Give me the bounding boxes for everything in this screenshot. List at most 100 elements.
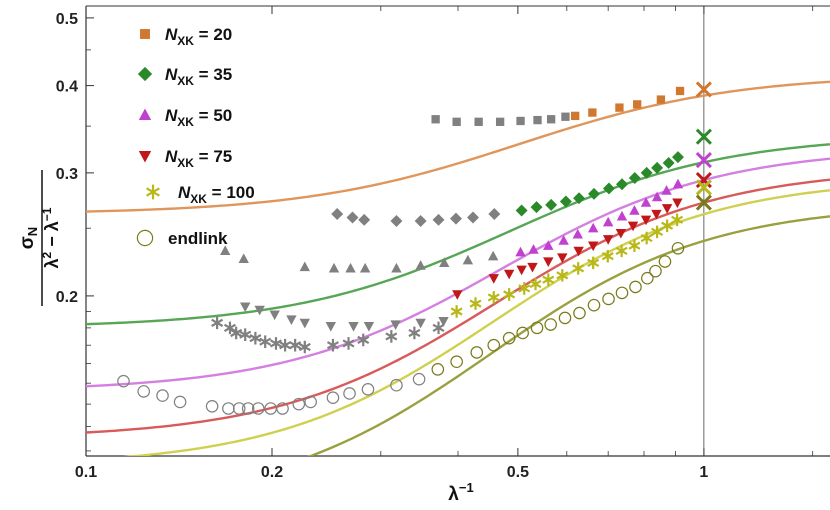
- data-point: [640, 197, 652, 207]
- legend-marker: [146, 184, 160, 200]
- data-point: [602, 235, 614, 245]
- data-point-gray: [156, 389, 169, 402]
- data-point-gray: [205, 400, 219, 413]
- legend-label: NXK = 20: [165, 25, 232, 48]
- series-0-points: [431, 81, 712, 126]
- data-point-gray: [408, 326, 421, 340]
- data-point: [661, 204, 673, 214]
- data-point: [675, 86, 685, 96]
- legend-entry-2: NXK = 50: [138, 106, 232, 129]
- data-point-gray: [241, 402, 255, 415]
- data-point: [487, 338, 501, 352]
- y-tick-label: 0.3: [56, 166, 78, 183]
- end-point-x: [695, 179, 712, 196]
- data-point: [487, 291, 500, 304]
- fit-curve-5: [307, 215, 830, 456]
- data-point: [627, 221, 639, 232]
- data-point: [515, 246, 526, 257]
- data-point-gray: [137, 385, 151, 398]
- series-2-points: [220, 151, 712, 273]
- legend-label: NXK = 100: [178, 183, 255, 206]
- axis-ticks: 0.1 0.2 0.5 1 0.2 0.3 0.4 0.5: [56, 6, 814, 481]
- y-axis-title-denominator: λ2 − λ−1: [40, 207, 62, 268]
- y-axis-title: σN λ2 − λ−1: [17, 170, 62, 306]
- data-point: [545, 198, 558, 211]
- data-point-gray: [299, 318, 310, 329]
- data-point: [661, 185, 672, 195]
- data-point-gray: [251, 402, 265, 415]
- data-point-gray: [325, 322, 337, 332]
- data-point-gray: [462, 254, 474, 265]
- data-point-gray: [385, 330, 398, 343]
- data-points: [117, 81, 712, 415]
- data-point: [615, 228, 627, 239]
- series-3-points: [240, 171, 712, 332]
- data-point: [558, 311, 572, 325]
- data-point-gray: [173, 395, 187, 409]
- data-point-gray: [343, 387, 356, 400]
- data-point: [503, 288, 516, 301]
- data-point-gray: [346, 211, 359, 224]
- x-tick-label: 0.2: [261, 464, 283, 481]
- data-point-gray: [432, 321, 445, 335]
- data-point: [559, 195, 572, 208]
- data-point-gray: [359, 262, 371, 273]
- data-point-gray: [238, 253, 249, 263]
- data-point: [503, 269, 515, 280]
- data-point: [587, 222, 599, 233]
- legend-marker: [137, 66, 153, 82]
- data-point: [470, 346, 484, 359]
- fit-curve-0: [86, 80, 830, 213]
- data-point: [530, 321, 544, 335]
- legend-entry-3: NXK = 75: [138, 147, 232, 170]
- end-point-x: [695, 151, 712, 169]
- data-point: [556, 269, 569, 282]
- data-point: [516, 265, 527, 276]
- legend-marker: [136, 229, 154, 247]
- data-point: [651, 209, 662, 220]
- x-tick-label: 0.5: [507, 464, 529, 481]
- data-point: [431, 363, 445, 376]
- data-point: [502, 331, 516, 345]
- data-point: [615, 286, 629, 300]
- data-point: [651, 191, 663, 202]
- data-point: [572, 228, 583, 239]
- data-point: [615, 103, 624, 112]
- data-point: [629, 280, 642, 294]
- data-point-gray: [415, 260, 426, 270]
- data-point-gray: [254, 305, 265, 316]
- end-point-x: [695, 128, 712, 145]
- data-point-gray: [232, 402, 246, 415]
- data-point-gray: [449, 212, 462, 225]
- data-point-gray: [276, 402, 289, 415]
- data-point-gray: [487, 250, 499, 261]
- data-point-gray: [361, 383, 375, 396]
- data-point: [543, 240, 554, 250]
- data-point: [573, 306, 586, 320]
- data-point: [527, 262, 538, 273]
- data-point-gray: [326, 338, 339, 352]
- data-point: [616, 178, 628, 191]
- legend-label: NXK = 50: [165, 106, 232, 129]
- data-point: [516, 326, 529, 340]
- data-point-gray: [249, 331, 262, 345]
- data-point-gray: [431, 115, 440, 124]
- y-tick-label: 0.2: [56, 289, 78, 306]
- data-point-gray: [561, 112, 570, 121]
- data-point-gray: [495, 117, 505, 126]
- data-point: [587, 298, 601, 312]
- data-point-gray: [412, 372, 426, 386]
- data-point-gray: [211, 316, 224, 330]
- data-point-gray: [331, 208, 344, 220]
- data-point: [602, 216, 614, 227]
- data-point: [542, 273, 555, 286]
- series-5-points: [117, 194, 712, 415]
- fit-curves: [86, 80, 830, 456]
- data-point: [656, 95, 666, 104]
- data-point: [671, 213, 684, 227]
- data-point: [543, 257, 554, 267]
- fit-curve-4: [123, 189, 830, 456]
- data-point-gray: [326, 391, 340, 404]
- data-point: [671, 241, 685, 255]
